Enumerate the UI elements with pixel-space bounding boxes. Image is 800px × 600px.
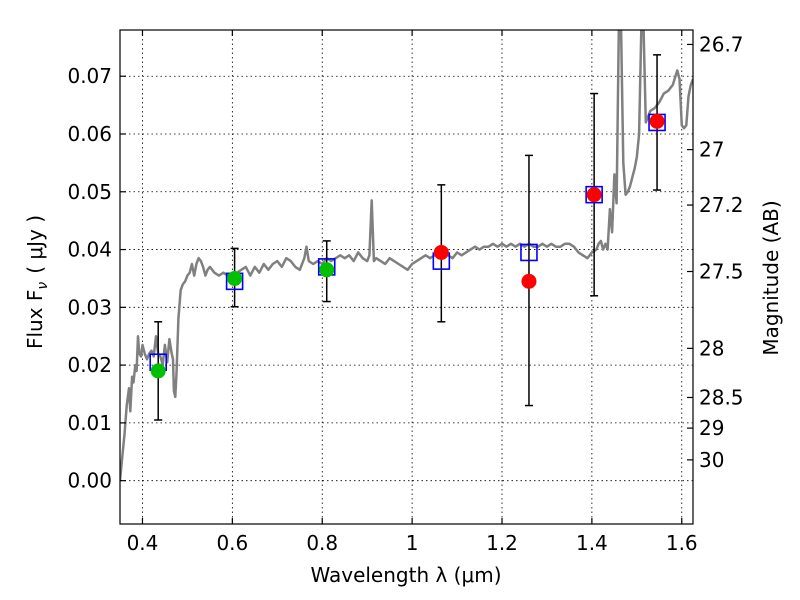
observed-point-green xyxy=(227,270,243,286)
y-axis-label-unit: ( μJy ) xyxy=(23,215,47,274)
y-axis-label-main: Flux F xyxy=(23,290,47,349)
x-tick-label: 0.6 xyxy=(216,531,248,555)
y2-axis-label: Magnitude (AB) xyxy=(759,200,783,355)
observed-point-red xyxy=(433,244,449,260)
observed-point-red xyxy=(649,113,665,129)
y-tick-label: 0.02 xyxy=(67,353,112,377)
y-axis-label-group: Flux Fν ( μJy ) xyxy=(23,215,51,349)
y-tick-label: 0.04 xyxy=(67,238,112,262)
y-axis-label-sub: ν xyxy=(35,282,51,290)
y2-tick-label: 27.5 xyxy=(699,260,744,284)
model-sed-line xyxy=(120,30,693,481)
model-photometry-square xyxy=(520,243,538,262)
x-tick-label: 0.4 xyxy=(127,531,159,555)
y2-tick-label: 27 xyxy=(699,138,724,162)
plot-area xyxy=(120,30,693,481)
observed-point-green xyxy=(319,262,335,278)
y2-tick-label: 27.2 xyxy=(699,193,744,217)
x-tick-label: 1.6 xyxy=(666,531,698,555)
axes: 0.4 0.6 0.8 1 1.2 1.4 1.6 0.00 0.01 0.02 0.03 0.04 0… xyxy=(67,29,744,555)
y-tick-label: 0.03 xyxy=(67,295,112,319)
y2-tick-label: 28 xyxy=(699,336,724,360)
y2-tick-label: 29 xyxy=(699,416,724,440)
y-axis-label: Flux Fν ( μJy ) xyxy=(23,215,51,349)
y2-tick-label: 30 xyxy=(699,448,724,472)
y-tick-label: 0.01 xyxy=(67,411,112,435)
y-tick-label: 0.00 xyxy=(67,469,112,493)
y-tick-label: 0.07 xyxy=(67,64,112,88)
observed-point-green xyxy=(150,363,166,379)
y-tick-label: 0.06 xyxy=(67,122,112,146)
y-tick-label: 0.05 xyxy=(67,180,112,204)
observed-point-red xyxy=(586,187,602,203)
plot-frame xyxy=(119,29,694,525)
x-tick-label: 1 xyxy=(406,531,419,555)
model-photometry-square xyxy=(585,185,603,204)
x-tick-label: 0.8 xyxy=(306,531,338,555)
y2-tick-label: 28.5 xyxy=(699,385,744,409)
x-axis-label: Wavelength λ (μm) xyxy=(310,563,501,587)
x-tick-label: 1.2 xyxy=(486,531,518,555)
grid xyxy=(120,30,693,524)
observed-point-red xyxy=(521,273,537,289)
y2-tick-label: 26.7 xyxy=(699,32,744,56)
x-tick-label: 1.4 xyxy=(576,531,608,555)
